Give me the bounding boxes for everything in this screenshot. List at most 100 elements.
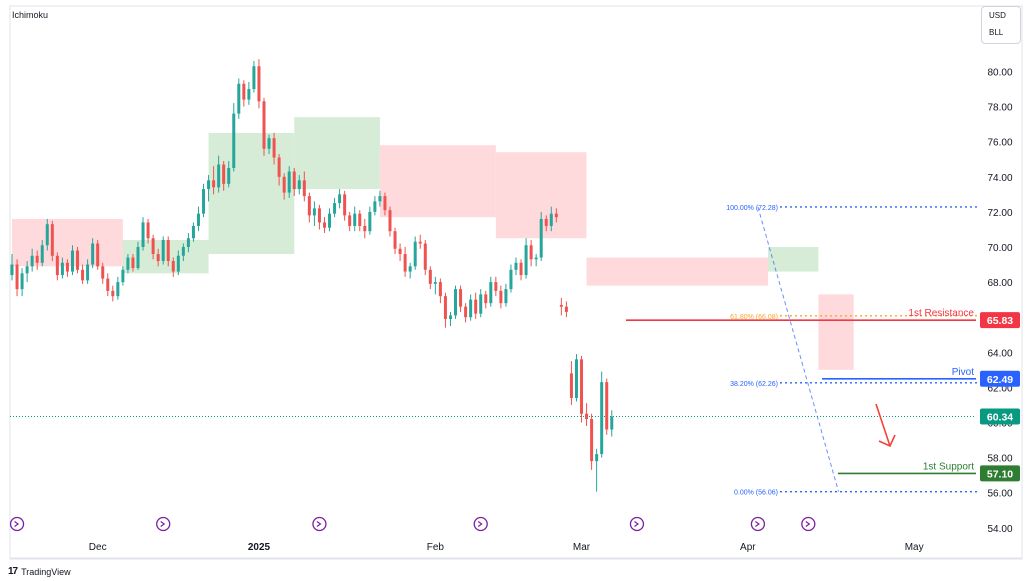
- tradingview-logo[interactable]: 17 TradingView: [8, 566, 71, 577]
- candle-body-2: [20, 273, 24, 290]
- candle-body-70: [363, 225, 367, 232]
- candle-body-19: [106, 278, 110, 291]
- candle-body-52: [272, 138, 276, 158]
- candle-body-61: [317, 208, 321, 223]
- brand-label: TradingView: [21, 566, 71, 577]
- candle-body-26: [141, 222, 145, 247]
- candle-body-60: [312, 208, 316, 216]
- candle-body-76: [393, 231, 397, 249]
- candle-body-115: [590, 418, 594, 462]
- chart-frame: [9, 5, 1023, 560]
- candle-body-58: [302, 180, 306, 197]
- candle-body-23: [126, 257, 130, 270]
- candle-body-18: [101, 266, 105, 279]
- event-marker-chevron-2: [316, 521, 322, 527]
- fib-label-3: 0.00% (56.06): [734, 490, 778, 497]
- candle-body-84: [433, 282, 437, 284]
- y-tick-label-13: 54.00: [987, 524, 1012, 535]
- bearish-arrow: [875, 403, 891, 447]
- candle-body-56: [292, 171, 296, 190]
- candle-body-43: [227, 168, 231, 184]
- fib-trend-line: [757, 206, 840, 492]
- candle-body-112: [574, 359, 578, 398]
- ichimoku-cloud-4: [379, 145, 496, 218]
- candle-body-53: [277, 157, 281, 177]
- y-tick-label-11: 58.00: [987, 454, 1012, 465]
- candle-body-8: [50, 224, 54, 256]
- level-price-tag-2: 57.10: [987, 468, 1013, 480]
- candle-body-41: [217, 164, 221, 188]
- level-name-0: 1st Resistance: [908, 308, 974, 319]
- candle-body-25: [136, 247, 140, 269]
- candle-body-34: [181, 247, 185, 256]
- candle-body-105: [539, 218, 543, 258]
- candle-body-51: [267, 138, 271, 149]
- candle-body-92: [474, 299, 478, 314]
- candle-body-0: [10, 264, 14, 276]
- candle-body-55: [287, 171, 291, 193]
- bearish-arrow-head: [878, 434, 896, 448]
- candle-body-106: [544, 218, 548, 226]
- candle-body-4: [30, 255, 34, 267]
- candle-body-7: [45, 224, 49, 246]
- candle-body-117: [600, 382, 604, 455]
- candle-body-49: [257, 66, 261, 102]
- candle-body-74: [383, 196, 387, 211]
- candle-body-97: [499, 290, 503, 304]
- ichimoku-cloud-2: [208, 132, 295, 255]
- candle-body-36: [191, 225, 195, 239]
- x-tick-label-1: 2025: [248, 542, 271, 553]
- candle-body-107: [549, 213, 553, 226]
- candle-body-119: [610, 416, 614, 430]
- candle-body-50: [262, 101, 266, 149]
- candle-body-21: [116, 282, 120, 297]
- candle-body-116: [595, 454, 599, 462]
- candle-body-101: [519, 262, 523, 276]
- level-price-tag-0: 65.83: [987, 315, 1013, 327]
- currency-unit-selector[interactable]: USD BLL: [981, 6, 1021, 44]
- candle-body-59: [307, 196, 311, 216]
- candle-body-12: [70, 250, 74, 272]
- candle-body-89: [459, 289, 463, 307]
- candle-body-98: [504, 289, 508, 304]
- level-price-tag-2-box: [980, 465, 1020, 482]
- fib-label-0: 100.00% (72.28): [726, 205, 778, 212]
- currency-label: USD: [989, 11, 1006, 20]
- candle-body-109: [559, 304, 563, 307]
- candle-body-33: [176, 255, 180, 272]
- candle-body-77: [398, 248, 402, 255]
- candle-body-46: [242, 83, 246, 100]
- current-price-tag: 60.34: [987, 412, 1013, 424]
- candle-body-88: [454, 289, 458, 316]
- y-tick-label-0: 80.00: [987, 68, 1012, 79]
- candle-body-1: [15, 264, 19, 290]
- level-price-tag-1-box: [980, 370, 1020, 387]
- candle-body-48: [252, 66, 256, 90]
- event-marker-chevron-1: [160, 521, 166, 527]
- candle-body-72: [373, 201, 377, 212]
- ichimoku-cloud-3: [294, 117, 380, 190]
- candle-body-102: [524, 245, 528, 276]
- x-tick-label-3: Mar: [573, 542, 591, 553]
- y-tick-label-4: 72.00: [987, 208, 1012, 219]
- indicator-label[interactable]: Ichimoku: [12, 10, 49, 20]
- y-tick-label-6: 68.00: [987, 278, 1012, 289]
- candle-body-20: [111, 290, 115, 297]
- candle-body-37: [196, 213, 200, 226]
- candle-body-69: [358, 213, 362, 226]
- candle-body-91: [469, 299, 473, 318]
- candle-body-86: [443, 296, 447, 319]
- y-tick-label-3: 74.00: [987, 173, 1012, 184]
- y-tick-label-5: 70.00: [987, 243, 1012, 254]
- candle-body-118: [605, 382, 609, 430]
- fib-label-1: 61.80% (66.08): [730, 314, 778, 321]
- candle-body-75: [388, 210, 392, 232]
- candle-body-13: [76, 250, 80, 270]
- event-marker-chevron-5: [755, 521, 760, 527]
- candle-body-35: [186, 238, 190, 247]
- candle-body-67: [348, 215, 352, 226]
- candle-body-31: [166, 239, 170, 262]
- current-price-tag-box: [980, 408, 1020, 425]
